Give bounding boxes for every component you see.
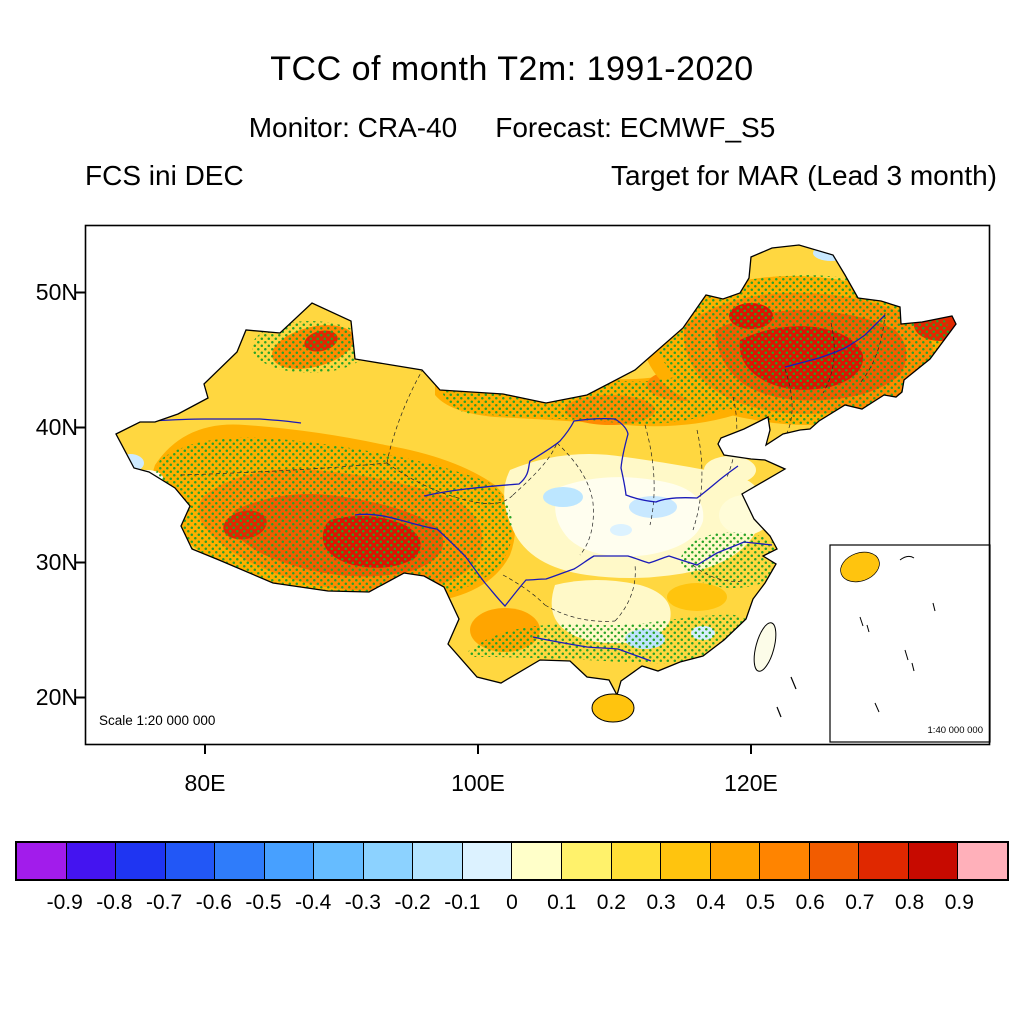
colorbar-cell <box>314 843 364 879</box>
map-panel: 1:40 000 000 Scale 1:20 000 000 <box>76 224 991 754</box>
stipple-northeast <box>655 275 950 426</box>
colorbar-cell <box>958 843 1007 879</box>
colorbar-cell <box>710 843 761 879</box>
colorbar-cell <box>859 843 909 879</box>
colorbar-cell <box>462 843 513 879</box>
chart-title: TCC of month T2m: 1991-2020 <box>270 50 754 88</box>
china-tcc-map: 1:40 000 000 Scale 1:20 000 000 <box>76 224 991 754</box>
fill-region-central-white <box>555 477 704 557</box>
colorbar-cell <box>116 843 166 879</box>
fill-region-ne-blue-top <box>813 245 849 261</box>
lat-tick-label-20n: 20N <box>35 684 78 710</box>
colorbar-tick-label: 0.5 <box>745 891 776 914</box>
colorbar-tick-label: 0.3 <box>646 891 676 914</box>
colorbar-tick-label: -0.8 <box>96 891 133 914</box>
colorbar-tick-label: -0.1 <box>444 891 481 914</box>
colorbar-cell <box>908 843 959 879</box>
colorbar-tick-label: -0.9 <box>46 891 83 914</box>
lon-tick-label-120e: 120E <box>724 770 778 796</box>
colorbar-tick-label: 0.4 <box>696 891 726 914</box>
inset-hainan-island <box>840 551 880 583</box>
colorbar-cell <box>512 843 563 879</box>
axis-ticks <box>76 291 752 754</box>
hainan-island <box>591 693 635 723</box>
colorbar-tick-label: 0.6 <box>795 891 825 914</box>
monitor-label: Monitor: CRA-40 <box>248 112 458 143</box>
colorbar-cell <box>760 843 810 879</box>
fill-region-central-blue-1 <box>543 487 583 507</box>
sea-dashes <box>776 676 797 718</box>
colorbar-cell <box>264 843 315 879</box>
colorbar-tick-label: -0.6 <box>195 891 232 914</box>
river-songhua <box>784 314 886 368</box>
lat-tick-label-40n: 40N <box>35 414 78 440</box>
colorbar-cell <box>66 843 117 879</box>
colorbar-tick-label: -0.2 <box>394 891 431 914</box>
inset-island-marks <box>859 555 936 713</box>
stipple-north-xinjiang <box>252 321 368 373</box>
taiwan-island <box>753 622 777 672</box>
colorbar-cell <box>809 843 860 879</box>
colorbar-tick-label: -0.5 <box>245 891 282 914</box>
panel-label-row: FCS ini DEC Target for MAR (Lead 3 month… <box>85 160 997 192</box>
colorbar-tick-label: -0.7 <box>146 891 183 914</box>
colorbar <box>15 841 1009 881</box>
river-yangtze <box>354 513 773 607</box>
fill-region-se-gold <box>667 583 727 611</box>
province-boundaries <box>180 312 886 622</box>
map-frame <box>84 224 991 746</box>
colorbar-cell <box>363 843 414 879</box>
colorbar-tick-label: -0.3 <box>344 891 381 914</box>
colorbar-tick-label: -0.4 <box>295 891 332 914</box>
stipple-overlay <box>155 275 950 664</box>
forecast-label: Forecast: ECMWF_S5 <box>495 112 776 143</box>
stipple-west <box>155 437 513 603</box>
colorbar-tick-label: 0.7 <box>845 891 875 914</box>
river-pearl <box>532 636 652 662</box>
river-tarim <box>150 418 302 424</box>
inset-box: 1:40 000 000 <box>829 544 991 743</box>
colorbar-cell <box>562 843 612 879</box>
colorbar-cell <box>661 843 711 879</box>
fill-region-central-blue-2 <box>629 496 677 518</box>
colorbar-labels: -0.9 -0.8 -0.7 -0.6 -0.5 -0.4 -0.3 -0.2 -0.1 0 0.1… <box>15 891 1009 917</box>
chart-subtitle: Monitor: CRA-40 Forecast: ECMWF_S5 <box>0 112 1024 144</box>
lon-tick-label-100e: 100E <box>451 770 505 796</box>
lat-tick-label-30n: 30N <box>35 549 78 575</box>
panel-left-label: FCS ini DEC <box>85 160 244 191</box>
lat-tick-label-50n: 50N <box>35 279 78 305</box>
china-outline <box>115 244 957 697</box>
colorbar-tick-label: 0.9 <box>944 891 974 914</box>
lon-tick-label-80e: 80E <box>184 770 226 796</box>
rivers <box>150 314 886 662</box>
colorbar-cell <box>165 843 216 879</box>
panel-right-label: Target for MAR (Lead 3 month) <box>611 160 997 191</box>
colorbar-cell <box>17 843 67 879</box>
inset-scale-label: 1:40 000 000 <box>928 725 983 736</box>
colorbar-tick-label: 0.8 <box>894 891 925 914</box>
stipple-south-band <box>467 614 755 664</box>
colorbar-tick-label: 0 <box>506 891 518 914</box>
colorbar-tick-label: 0.2 <box>596 891 626 914</box>
colorbar-cell <box>215 843 265 879</box>
colorbar-cell <box>413 843 463 879</box>
colorbar-tick-label: 0.1 <box>547 891 577 914</box>
map-scale-label: Scale 1:20 000 000 <box>99 713 215 728</box>
colorbar-cell <box>611 843 662 879</box>
fill-region-central-blue-3 <box>610 524 632 536</box>
river-yellow <box>423 417 739 503</box>
